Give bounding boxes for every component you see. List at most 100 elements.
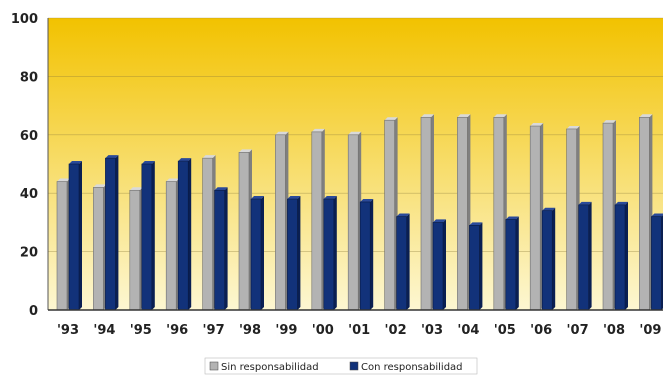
bar-side <box>479 222 483 310</box>
legend: Sin responsabilidad Con responsabilidad <box>204 357 478 375</box>
bar-front <box>129 189 141 311</box>
bar-con-10 <box>432 219 446 311</box>
bar-front <box>457 116 468 311</box>
x-tick-label: '08 <box>603 323 625 338</box>
bar-top <box>93 184 107 188</box>
bar-top <box>141 161 155 164</box>
x-tick-label: '04 <box>457 323 479 338</box>
x-tick-label: '09 <box>639 323 661 338</box>
x-tick-label: '03 <box>421 323 443 338</box>
x-tick-label: '95 <box>130 323 152 338</box>
bar-front <box>347 134 359 311</box>
bar-sin-11 <box>457 114 471 311</box>
bar-sin-4 <box>202 155 216 311</box>
bar-side <box>443 219 446 310</box>
bar-front <box>287 198 298 311</box>
bar-con-15 <box>614 201 628 311</box>
y-tick-label: 80 <box>20 70 38 85</box>
y-tick-label: 100 <box>11 12 38 27</box>
x-tick-label: '99 <box>275 323 297 338</box>
bar-front <box>93 187 104 311</box>
bar-top <box>166 178 180 182</box>
bar-top <box>396 213 410 217</box>
bar-top <box>493 114 507 118</box>
bar-front <box>323 198 335 311</box>
bar-top <box>433 219 446 223</box>
bar-side <box>188 158 192 310</box>
bar-front <box>396 216 407 311</box>
bar-front <box>359 201 371 311</box>
bar-top <box>615 201 628 205</box>
bar-con-1 <box>105 155 119 311</box>
bar-top <box>469 222 483 226</box>
y-tick-label: 20 <box>20 246 38 261</box>
y-tick-label: 60 <box>20 129 38 144</box>
bar-side <box>333 196 337 310</box>
bar-top <box>457 114 471 118</box>
bar-top <box>311 128 325 132</box>
bar-sin-14 <box>566 125 580 311</box>
bar-con-7 <box>323 196 337 311</box>
bar-top <box>348 131 362 135</box>
bar-front <box>651 216 662 311</box>
bar-top <box>384 117 398 121</box>
bar-top <box>202 155 216 159</box>
bar-top <box>323 196 337 200</box>
bar-side <box>370 198 374 310</box>
bar-front <box>250 198 262 311</box>
x-tick-label: '06 <box>530 323 552 338</box>
bar-front <box>141 163 153 311</box>
bar-front <box>602 122 614 311</box>
bar-front <box>177 160 189 311</box>
bar-front <box>505 219 517 311</box>
bar-sin-8 <box>347 131 362 311</box>
bar-top <box>251 196 264 200</box>
bar-con-12 <box>505 216 519 311</box>
bar-top <box>214 187 228 191</box>
bars-group <box>56 114 663 311</box>
bar-front <box>541 210 553 311</box>
bar-top <box>578 201 592 205</box>
bar-front <box>202 157 213 311</box>
bar-front <box>432 222 444 311</box>
bar-side <box>406 213 410 310</box>
bar-side <box>115 155 119 310</box>
bar-sin-10 <box>420 114 434 311</box>
y-tick-label: 0 <box>29 304 38 319</box>
bar-side <box>79 161 82 310</box>
x-tick-label: '05 <box>494 323 516 338</box>
bar-top <box>57 178 70 182</box>
bar-top <box>651 213 663 217</box>
bar-side <box>261 196 264 310</box>
x-tick-label: '01 <box>348 323 370 338</box>
legend-box <box>204 357 478 375</box>
bar-front <box>238 152 250 311</box>
bar-top <box>421 114 434 118</box>
bar-con-6 <box>287 196 301 311</box>
x-tick-label: '07 <box>567 323 589 338</box>
bar-con-11 <box>469 222 483 311</box>
bar-top <box>178 158 192 162</box>
bar-sin-5 <box>238 149 252 311</box>
bar-sin-2 <box>129 187 143 311</box>
x-tick-label: '97 <box>203 323 225 338</box>
legend-label-sin: Sin responsabilidad <box>221 362 319 373</box>
y-axis: 0 20 40 60 80 100 <box>11 12 663 319</box>
x-tick-label: '02 <box>385 323 407 338</box>
bar-top <box>105 155 119 159</box>
bar-sin-9 <box>384 117 398 311</box>
bar-front <box>529 125 541 311</box>
x-tick-label: '98 <box>239 323 261 338</box>
bar-top <box>129 187 143 191</box>
bar-sin-6 <box>275 131 289 311</box>
bar-top <box>505 216 519 220</box>
bar-front <box>420 116 432 311</box>
bar-con-13 <box>541 207 556 311</box>
bar-front <box>493 116 505 311</box>
bar-side <box>515 216 519 310</box>
bar-top <box>69 161 82 164</box>
bar-con-3 <box>177 158 192 311</box>
bar-top <box>566 125 580 129</box>
bar-con-4 <box>214 187 228 311</box>
